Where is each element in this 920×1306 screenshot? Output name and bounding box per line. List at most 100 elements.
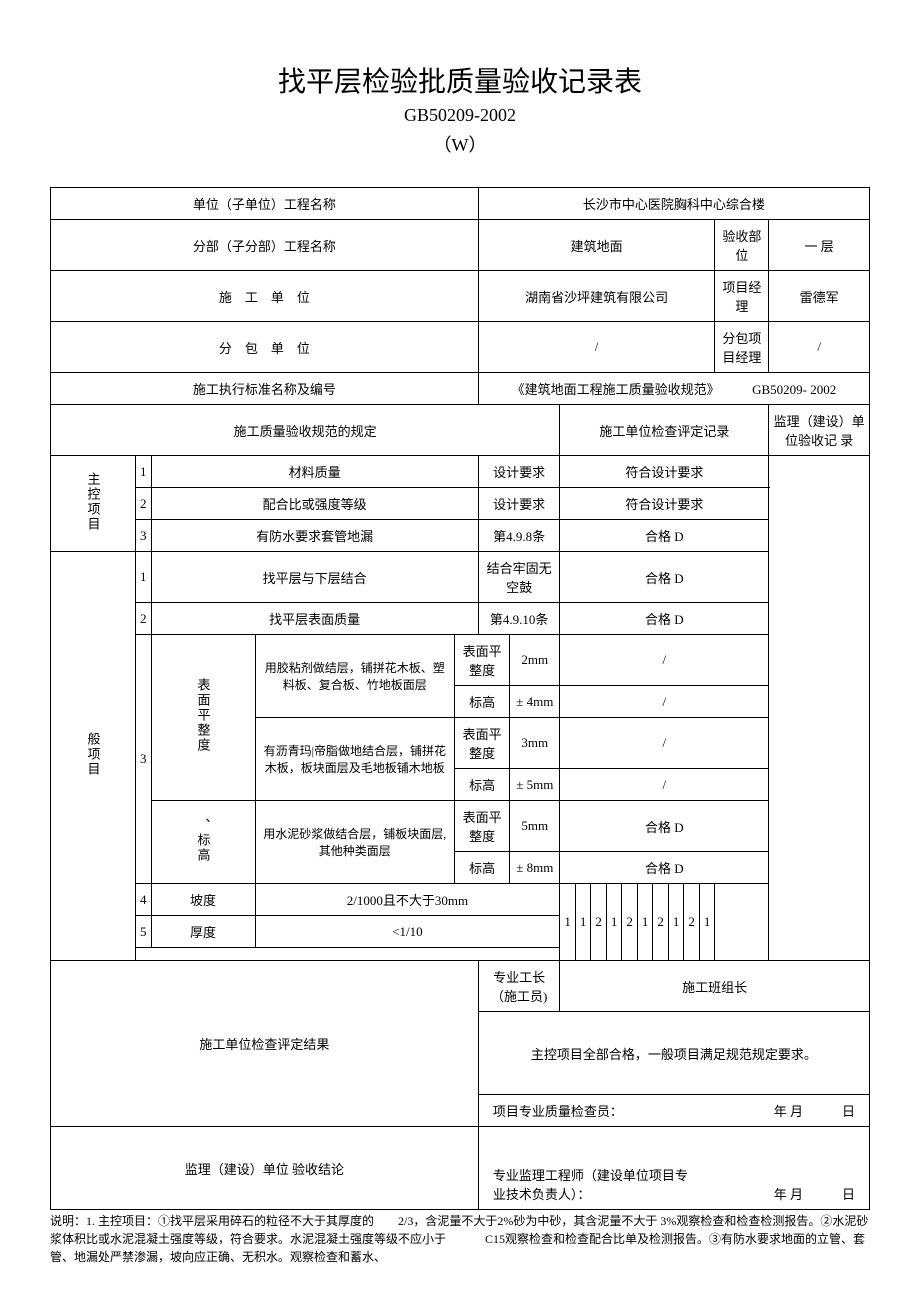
cell-name: 坡度 (151, 884, 255, 916)
page-title: 找平层检验批质量验收记录表 (50, 60, 870, 100)
group-b: 、标高 (151, 801, 255, 884)
cell-req: 设计要求 (478, 456, 559, 488)
cell-no: 2 (136, 488, 152, 520)
team-leader-label: 施工班组长 (560, 961, 870, 1012)
val: 2 (622, 884, 638, 961)
cell-v: 3mm (510, 718, 560, 769)
exec-std: 《建筑地面工程施工质量验收规范》 GB50209- 2002 (478, 373, 869, 405)
qc-row: 项目专业质量检查员： 年 月 日 (478, 1095, 869, 1127)
subcon-label: 分 包 单 位 (51, 322, 479, 373)
col-b: 施工单位检查评定记录 (560, 405, 769, 456)
cell-req: <1/10 (255, 916, 560, 948)
cell-req: 结合牢固无空鼓 (478, 552, 559, 603)
subcon: / (478, 322, 714, 373)
pm: 雷德军 (769, 271, 870, 322)
col-c: 监理（建设）单位验收记 录 (769, 405, 870, 456)
constr-unit-label: 施 工 单 位 (51, 271, 479, 322)
sub-name-label: 分部（子分部）工程名称 (51, 220, 479, 271)
cell-no: 1 (136, 552, 152, 603)
standard-code: GB50209-2002 (50, 105, 870, 126)
cell-rec: 符合设计要求 (560, 488, 769, 520)
result-text: 主控项目全部合格，一般项目满足规范规定要求。 (478, 1012, 869, 1095)
cell-no: 2 (136, 603, 152, 635)
cell-r: 合格 D (560, 852, 769, 884)
super-label: 监理（建设）单位 验收结论 (51, 1127, 479, 1210)
cell-rec: 合格 D (560, 552, 769, 603)
desc1: 用胶粘剂做结层，铺拼花木板、塑料板、复合板、竹地板面层 (255, 635, 455, 718)
super-eng: 专业监理工程师（建设单位项目专业技术负责人）： (493, 1165, 693, 1203)
val: 1 (637, 884, 653, 961)
cell-name: 配合比或强度等级 (151, 488, 478, 520)
val: 1 (606, 884, 622, 961)
group-a: 表面平整度 (151, 635, 255, 801)
unit-name-label: 单位（子单位）工程名称 (51, 188, 479, 220)
cell-k: 表面平整度 (455, 635, 510, 686)
cell-v: 2mm (510, 635, 560, 686)
cell-no: 3 (136, 520, 152, 552)
val: 2 (653, 884, 669, 961)
cell-r: / (560, 769, 769, 801)
cell-no: 5 (136, 916, 152, 948)
cell-k: 标高 (455, 852, 510, 884)
cell-req: 第4.9.8条 (478, 520, 559, 552)
accept-part-label: 验收部位 (715, 220, 769, 271)
subpm-label: 分包项目经理 (715, 322, 769, 373)
val: 1 (668, 884, 684, 961)
sub-name: 建筑地面 (478, 220, 714, 271)
gen-section: 般项目 (51, 552, 136, 961)
note: 说明：1. 主控项目：①找平层采用碎石的粒径不大于其厚度的 2/3，含泥量不大于… (50, 1212, 870, 1266)
val: 1 (575, 884, 591, 961)
cell-req: 设计要求 (478, 488, 559, 520)
cell-req: 第4.9.10条 (478, 603, 559, 635)
cell-rec: 合格 D (560, 603, 769, 635)
unit-name: 长沙市中心医院胸科中心综合楼 (478, 188, 869, 220)
date1: 年 月 日 (774, 1101, 855, 1120)
cell-v: ± 4mm (510, 686, 560, 718)
super-row: 专业监理工程师（建设单位项目专业技术负责人）： 年 月 日 (478, 1127, 869, 1210)
val: 2 (684, 884, 700, 961)
cell-r: 合格 D (560, 801, 769, 852)
qc-label: 项目专业质量检查员： (493, 1101, 623, 1120)
cell-k: 表面平整度 (455, 718, 510, 769)
val: 1 (699, 884, 715, 961)
main-section: 主控项目 (51, 456, 136, 552)
cell-v: ± 8mm (510, 852, 560, 884)
desc3: 用水泥砂浆做结合层，铺板块面层, 其他种类面层 (255, 801, 455, 884)
cell-r: / (560, 718, 769, 769)
cell-v: ± 5mm (510, 769, 560, 801)
cell-no: 3 (136, 635, 152, 884)
cell-name: 找平层与下层结合 (151, 552, 478, 603)
inspection-table: 单位（子单位）工程名称 长沙市中心医院胸科中心综合楼 分部（子分部）工程名称 建… (50, 187, 870, 1210)
cell-r: / (560, 686, 769, 718)
cell-v: 5mm (510, 801, 560, 852)
col-a: 施工质量验收规范的规定 (51, 405, 560, 456)
foreman-label: 专业工长（施工员) (478, 961, 559, 1012)
cell-req: 2/1000且不大于30mm (255, 884, 560, 916)
cell-rec: 符合设计要求 (560, 456, 769, 488)
cell-k: 表面平整度 (455, 801, 510, 852)
cell-k: 标高 (455, 686, 510, 718)
val: 2 (591, 884, 607, 961)
cell-name: 有防水要求套管地漏 (151, 520, 478, 552)
cell-no: 1 (136, 456, 152, 488)
desc2: 有沥青玛|帝脂做地结合层，铺拼花木板，板块面层及毛地板铺木地板 (255, 718, 455, 801)
blank (715, 884, 769, 961)
constr-check-label: 施工单位检查评定结果 (51, 961, 479, 1127)
accept-part: 一 层 (769, 220, 870, 271)
cell-name: 材料质量 (151, 456, 478, 488)
cell-rec: 合格 D (560, 520, 769, 552)
constr-unit: 湖南省沙坪建筑有限公司 (478, 271, 714, 322)
standard-marker: （W） (50, 131, 870, 157)
cell-name: 厚度 (151, 916, 255, 948)
cell-name: 找平层表面质量 (151, 603, 478, 635)
cell-r: / (560, 635, 769, 686)
pm-label: 项目经理 (715, 271, 769, 322)
date2: 年 月 日 (774, 1184, 855, 1203)
exec-std-label: 施工执行标准名称及编号 (51, 373, 479, 405)
col-c-blank (769, 456, 870, 961)
blank (136, 948, 560, 961)
cell-k: 标高 (455, 769, 510, 801)
subpm: / (769, 322, 870, 373)
val: 1 (560, 884, 576, 961)
cell-no: 4 (136, 884, 152, 916)
